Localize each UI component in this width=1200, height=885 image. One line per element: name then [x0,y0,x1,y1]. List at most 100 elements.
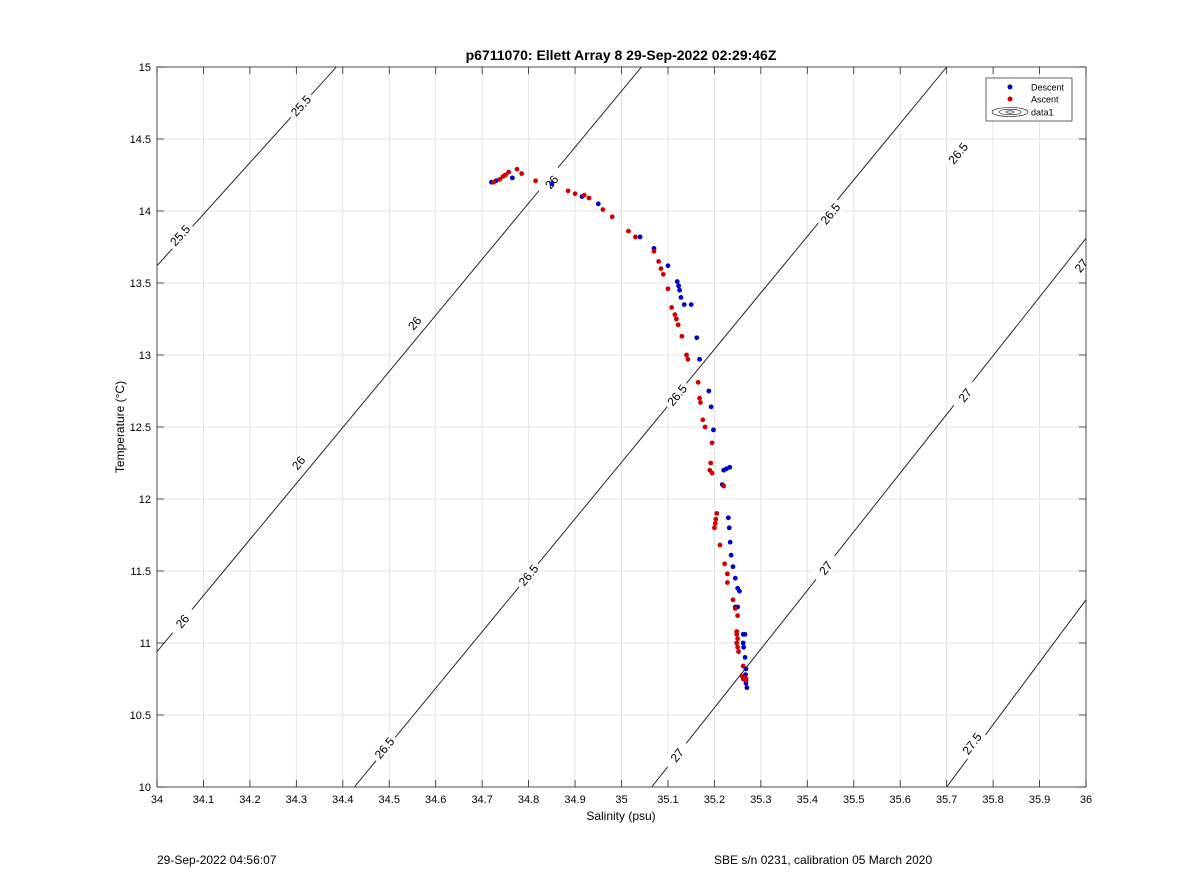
legend-ascent-label: Ascent [1031,95,1059,105]
x-tick-label: 34.6 [425,794,446,806]
isopycnal-contours: 25.525.52626262626.526.526.526.526.52727… [156,66,1097,788]
descent-point [677,287,682,293]
ascent-point [665,286,671,292]
ascent-point [709,440,715,446]
x-tick-label: 35.9 [1029,794,1050,806]
isopycnal-label-bg [1066,249,1097,282]
ascent-point [633,234,638,240]
y-tick-label: 12 [139,494,151,506]
ascent-point [721,483,727,489]
x-axis-ticks: 34 34.1 34.2 34.3 34.4 34.5 34.6 34.7 34.8 34.9 35… [151,67,1092,806]
ascent-point [698,400,703,405]
ascent-point [713,516,719,522]
ascent-point [695,379,701,385]
y-tick-label: 13.5 [130,278,151,290]
series-ascent [491,166,749,683]
footer-timestamp: 29-Sep-2022 04:56:07 [157,853,277,867]
isopycnal-label-bg [513,559,544,592]
ascent-point [735,613,741,619]
ascent-point [740,663,746,669]
x-tick-label: 34.9 [564,794,585,806]
ascent-point [735,636,741,642]
x-tick-label: 35.4 [797,794,818,806]
ascent-point [714,511,720,516]
ascent-point [734,640,740,646]
legend-ascent-marker [1007,96,1013,102]
y-axis-ticks: 10 10.5 11 11.5 12 12.5 13 13.5 14 14.5 15 [130,62,1086,794]
ascent-point [669,305,675,310]
ascent-point [732,606,738,611]
ascent-point [565,188,571,194]
ascent-point [491,179,497,185]
y-tick-label: 10 [139,782,151,794]
y-tick-label: 12.5 [130,422,151,434]
descent-point [697,356,702,362]
x-tick-label: 34.3 [286,794,307,806]
descent-point [694,335,700,341]
descent-point [708,404,714,410]
ascent-point [656,259,662,264]
isopycnal-line-27 [651,238,1087,788]
ascent-point [684,352,689,358]
grid [156,66,1087,788]
descent-point [595,201,601,207]
ascent-point [709,470,715,476]
descent-point [549,181,555,187]
ascent-point [506,169,512,175]
ascent-point [609,214,615,220]
y-tick-label: 11.5 [130,566,151,578]
x-tick-label: 35.2 [704,794,725,806]
y-tick-label: 10.5 [130,710,151,722]
ascent-point [533,178,538,184]
ascent-point [685,356,691,362]
ascent-point [725,571,730,577]
ascent-point [673,316,679,322]
ascent-point [514,166,520,172]
isopycnal-label-bg [662,379,693,412]
ascent-point [502,172,508,178]
ascent-point [743,678,749,683]
descent-point [676,283,682,289]
chart-title: p6711070: Ellett Array 8 29-Sep-2022 02:… [466,47,777,63]
descent-point [711,427,716,433]
descent-point [681,302,687,307]
ascent-point [736,649,741,655]
ascent-point [700,417,706,423]
x-tick-label: 35.6 [889,794,910,806]
ascent-point [600,207,606,212]
descent-point [678,295,684,300]
ascent-point [581,192,587,198]
ascent-point [717,542,723,548]
x-tick-label: 35.8 [982,794,1003,806]
x-tick-label: 34.4 [332,794,353,806]
descent-point [727,464,733,470]
x-tick-label: 35.1 [657,794,678,806]
ascent-point [519,171,525,176]
ascent-point [697,395,702,401]
isopycnal-label-bg [811,552,841,585]
isopycnal-label-bg [285,90,317,122]
ascent-point [572,191,578,197]
descent-point [665,263,671,269]
ascent-point [712,521,718,526]
x-axis-label: Salinity (psu) [586,809,655,823]
y-tick-label: 14.5 [130,134,151,146]
legend: Descent Ascent data1 [985,77,1073,122]
footer-calibration: SBE s/n 0231, calibration 05 March 2020 [714,853,933,867]
isopycnal-label-bg [164,219,196,252]
isopycnal-label-bg [815,197,846,230]
descent-point [509,175,515,181]
isopycnal-label-bg [369,732,400,765]
y-tick-label: 15 [139,62,151,74]
ascent-point [675,322,681,328]
x-tick-label: 34.7 [471,794,492,806]
isopycnal-label-bg [950,379,981,412]
ascent-point [586,195,592,201]
descent-point [728,552,734,558]
ascent-point [626,228,631,234]
x-tick-label: 34.1 [193,794,214,806]
ascent-point [651,248,657,254]
descent-point [727,539,733,545]
x-tick-label: 36 [1080,794,1092,806]
